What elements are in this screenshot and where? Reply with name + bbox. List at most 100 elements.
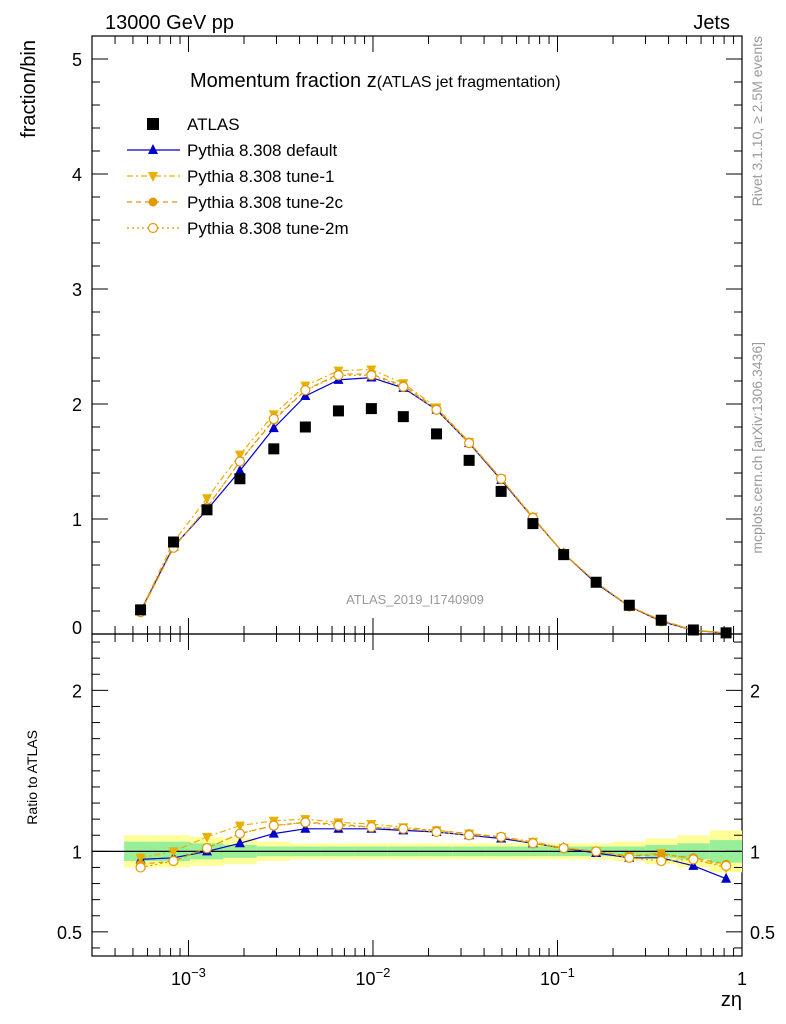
x-tick-exponent: −2 — [376, 965, 391, 980]
ratio-point-pythia-8-308-tune-2m — [591, 846, 602, 857]
ratio-panel-frame — [91, 633, 743, 957]
main-y-tick-label: 5 — [72, 50, 82, 70]
ratio-point-pythia-8-308-tune-2m — [333, 820, 344, 831]
main-point-atlas — [299, 421, 311, 433]
ratio-point-pythia-8-308-tune-2m — [720, 860, 732, 871]
x-tick-label: 1 — [737, 969, 747, 989]
main-point-atlas — [655, 614, 667, 626]
legend-label-pythia-8-308-tune-1: Pythia 8.308 tune-1 — [187, 167, 334, 186]
ratio-panel-series — [135, 815, 732, 883]
ratio-point-pythia-8-308-default — [268, 827, 279, 838]
main-point-atlas — [234, 473, 246, 485]
ratio-y-tick-label-left: 2 — [72, 681, 82, 701]
rivet-info: Rivet 3.1.10, ≥ 2.5M events — [749, 36, 765, 206]
ratio-point-pythia-8-308-tune-1 — [168, 847, 179, 858]
ratio-ylabel: Ratio to ATLAS — [24, 730, 40, 825]
x-tick-exponent: −3 — [191, 965, 206, 980]
main-point-pythia-8-308-tune-2m — [300, 385, 311, 396]
main-point-pythia-8-308-tune-2m — [333, 370, 344, 381]
main-point-pythia-8-308-tune-2m — [398, 381, 409, 392]
legend-label-pythia-8-308-default: Pythia 8.308 default — [187, 141, 338, 160]
axes-ticks: 10−3 10−2 10−1 1 0 1 2 3 4 5 0.5 0.5 1 1 2 2 — [57, 35, 775, 989]
chart-title: Momentum fraction z(ATLAS jet fragmentat… — [190, 70, 561, 92]
chart-title-sub: (ATLAS jet fragmentation) — [377, 74, 561, 91]
main-point-atlas — [463, 454, 475, 466]
main-point-atlas — [332, 405, 344, 417]
ratio-point-pythia-8-308-tune-1 — [135, 853, 146, 864]
ratio-point-pythia-8-308-default — [721, 872, 732, 883]
ratio-y-tick-label-right: 1 — [750, 842, 760, 862]
ratio-point-pythia-8-308-default — [300, 822, 311, 833]
ratio-point-pythia-8-308-tune-1 — [234, 821, 245, 832]
main-point-pythia-8-308-tune-2m — [366, 370, 377, 381]
ratio-point-pythia-8-308-tune-2m — [558, 843, 569, 854]
header-left: 13000 GeV pp — [105, 12, 234, 34]
x-tick-exponent: −1 — [560, 965, 575, 980]
main-y-tick-label: 3 — [72, 280, 82, 300]
ratio-y-tick-label-left: 0.5 — [57, 923, 82, 943]
legend-marker-pythia-8-308-default — [148, 144, 158, 154]
main-point-atlas — [201, 504, 213, 516]
x-axis-label: zη — [721, 989, 742, 1011]
ratio-point-pythia-8-308-tune-2m — [624, 852, 635, 863]
main-point-atlas — [135, 604, 147, 616]
main-point-atlas — [365, 403, 377, 415]
legend-marker-pythia-8-308-tune-2c — [148, 197, 158, 207]
main-ylabel: fraction/bin — [18, 40, 40, 138]
main-point-atlas — [558, 549, 570, 561]
main-point-atlas — [590, 576, 602, 588]
ratio-error-bands — [92, 830, 742, 873]
ratio-y-tick-label-right: 0.5 — [750, 923, 775, 943]
legend: ATLAS Pythia 8.308 default Pythia 8.308 tu… — [127, 115, 349, 238]
main-y-tick-label: 2 — [72, 395, 82, 415]
ratio-point-pythia-8-308-tune-2m — [201, 843, 213, 854]
main-point-atlas — [720, 627, 732, 639]
x-tick-label: 10−3 — [171, 965, 206, 989]
legend-marker-pythia-8-308-tune-2m — [147, 222, 159, 234]
ratio-point-pythia-8-308-tune-2m — [496, 831, 507, 842]
main-y-tick-label: 0 — [72, 618, 82, 638]
main-point-pythia-8-308-tune-1 — [201, 494, 212, 505]
main-point-pythia-8-308-tune-2m — [431, 404, 442, 415]
main-point-atlas — [495, 485, 507, 497]
main-point-atlas — [623, 599, 635, 611]
main-point-pythia-8-308-tune-2m — [496, 473, 507, 484]
ratio-point-pythia-8-308-tune-2m — [268, 820, 279, 831]
legend-label-pythia-8-308-tune-2c: Pythia 8.308 tune-2c — [187, 193, 343, 212]
chart-title-main: Momentum fraction z — [190, 70, 377, 92]
ratio-point-pythia-8-308-tune-2m — [464, 830, 475, 841]
analysis-label: ATLAS_2019_I1740909 — [346, 592, 484, 607]
ratio-point-pythia-8-308-tune-2m — [168, 855, 179, 867]
x-tick-label: 10−2 — [356, 965, 391, 989]
ratio-point-pythia-8-308-tune-2m — [135, 862, 146, 873]
ratio-y-tick-label-left: 1 — [72, 842, 82, 862]
main-point-pythia-8-308-tune-2m — [268, 413, 279, 425]
main-point-atlas — [687, 624, 699, 636]
main-point-pythia-8-308-default — [234, 464, 245, 475]
ratio-point-pythia-8-308-tune-2m — [300, 817, 311, 828]
main-point-atlas — [527, 518, 539, 530]
main-point-pythia-8-308-tune-1 — [234, 450, 245, 461]
main-point-pythia-8-308-default — [268, 422, 279, 433]
legend-marker-pythia-8-308-tune-1 — [148, 172, 158, 182]
mcplots-info: mcplots.cern.ch [arXiv:1306.3436] — [749, 342, 765, 554]
main-y-tick-label: 4 — [72, 165, 82, 185]
main-point-pythia-8-308-tune-2m — [464, 438, 475, 449]
legend-label-atlas: ATLAS — [187, 115, 240, 134]
ratio-point-pythia-8-308-tune-2m — [656, 855, 667, 867]
main-point-atlas — [397, 411, 409, 423]
legend-label-pythia-8-308-tune-2m: Pythia 8.308 tune-2m — [187, 219, 349, 238]
header-right: Jets — [693, 12, 730, 34]
ratio-point-pythia-8-308-tune-2m — [688, 854, 699, 865]
main-point-atlas — [268, 443, 280, 455]
legend-marker-atlas — [147, 118, 159, 130]
ratio-point-pythia-8-308-tune-2m — [234, 828, 246, 839]
x-tick-label: 10−1 — [540, 965, 575, 989]
ratio-point-pythia-8-308-tune-2m — [366, 822, 377, 833]
main-y-tick-label: 1 — [72, 510, 82, 530]
ratio-point-pythia-8-308-default — [234, 837, 245, 848]
main-panel-series — [135, 365, 732, 639]
ratio-y-tick-label-right: 2 — [750, 681, 760, 701]
ratio-point-pythia-8-308-tune-1 — [201, 832, 212, 843]
